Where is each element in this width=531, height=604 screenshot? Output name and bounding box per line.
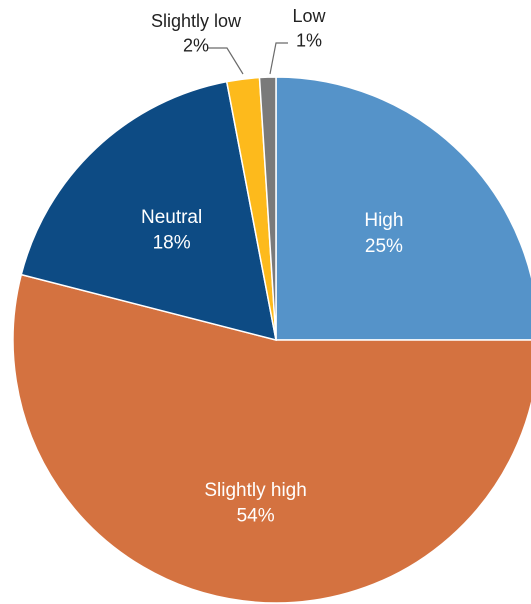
pie-slices (12, 76, 531, 604)
slice-labels: High 25% Slightly high 54% Neutral 18% Slightl… (141, 6, 403, 526)
label-neutral: Neutral 18% (141, 207, 202, 254)
label-slightly-low: Slightly low 2% (151, 11, 242, 55)
label-low: Low 1% (292, 6, 326, 50)
leader-slightly-low (207, 47, 244, 75)
slice-low (258, 76, 277, 341)
leader-lines (207, 42, 288, 75)
label-slightly-high: Slightly high 54% (204, 480, 306, 527)
slice-neutral (20, 80, 277, 342)
label-high: High 25% (364, 210, 403, 257)
slice-slightly-high (12, 273, 531, 604)
slice-high (275, 76, 531, 341)
leader-low (269, 42, 288, 75)
